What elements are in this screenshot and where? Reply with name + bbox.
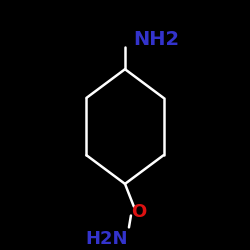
Text: NH2: NH2 (133, 30, 179, 49)
Text: O: O (131, 202, 146, 220)
Text: H2N: H2N (85, 230, 128, 248)
